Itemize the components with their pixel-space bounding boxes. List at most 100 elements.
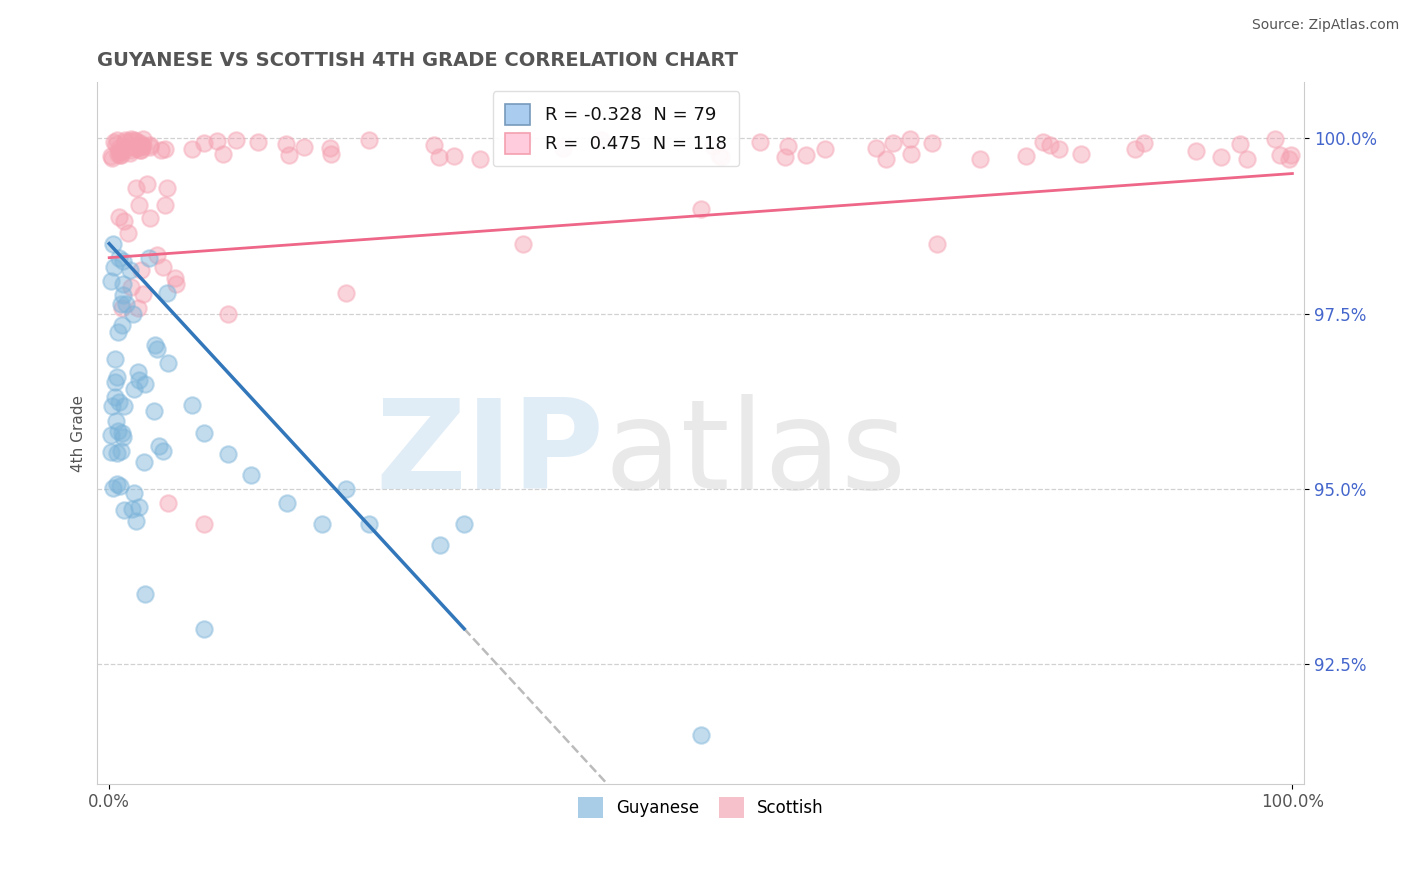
Point <box>107 424 129 438</box>
Point <box>710 150 733 164</box>
Legend: Guyanese, Scottish: Guyanese, Scottish <box>571 791 831 824</box>
Point <box>145 342 167 356</box>
Point <box>129 143 152 157</box>
Point <box>134 587 156 601</box>
Point <box>121 502 143 516</box>
Point <box>118 263 141 277</box>
Point <box>359 517 381 532</box>
Point <box>165 270 187 285</box>
Point <box>117 226 139 240</box>
Point <box>131 263 153 277</box>
Point <box>128 197 150 211</box>
Point <box>114 136 136 150</box>
Point <box>124 141 146 155</box>
Point <box>152 444 174 458</box>
Point <box>111 425 134 440</box>
Point <box>707 148 730 162</box>
Point <box>108 395 131 409</box>
Point <box>181 398 204 412</box>
Point <box>778 138 800 153</box>
Point <box>129 136 152 151</box>
Point <box>134 376 156 391</box>
Point <box>181 142 204 156</box>
Point <box>104 351 127 366</box>
Point <box>110 147 132 161</box>
Point <box>100 274 122 288</box>
Point <box>689 202 711 216</box>
Text: GUYANESE VS SCOTTISH 4TH GRADE CORRELATION CHART: GUYANESE VS SCOTTISH 4TH GRADE CORRELATI… <box>97 51 738 70</box>
Point <box>205 134 228 148</box>
Point <box>129 140 152 154</box>
Point <box>112 253 135 268</box>
Point <box>1278 152 1301 166</box>
Point <box>1123 142 1146 156</box>
Point <box>149 143 172 157</box>
Point <box>1209 150 1232 164</box>
Point <box>131 132 153 146</box>
Point <box>1133 136 1156 150</box>
Point <box>1185 145 1208 159</box>
Point <box>108 252 131 266</box>
Point <box>443 149 465 163</box>
Point <box>689 728 711 742</box>
Point <box>357 133 380 147</box>
Point <box>111 277 134 291</box>
Point <box>131 137 153 152</box>
Point <box>335 482 357 496</box>
Point <box>274 137 297 152</box>
Y-axis label: 4th Grade: 4th Grade <box>72 394 86 472</box>
Point <box>121 307 143 321</box>
Point <box>193 623 215 637</box>
Point <box>138 251 160 265</box>
Point <box>921 136 943 150</box>
Point <box>794 147 817 161</box>
Point <box>319 147 342 161</box>
Point <box>1015 149 1038 163</box>
Point <box>193 425 215 440</box>
Point <box>217 307 239 321</box>
Point <box>124 133 146 147</box>
Point <box>103 237 125 252</box>
Point <box>1236 152 1258 166</box>
Text: atlas: atlas <box>605 393 907 515</box>
Point <box>512 236 534 251</box>
Point <box>125 134 148 148</box>
Point <box>139 140 162 154</box>
Point <box>900 147 922 161</box>
Point <box>125 181 148 195</box>
Point <box>112 503 135 517</box>
Point <box>422 137 444 152</box>
Point <box>132 286 155 301</box>
Point <box>101 481 124 495</box>
Point <box>111 318 134 332</box>
Point <box>120 280 142 294</box>
Point <box>132 138 155 153</box>
Point <box>155 198 177 212</box>
Point <box>1279 147 1302 161</box>
Point <box>247 135 270 149</box>
Point <box>134 455 156 469</box>
Point <box>276 496 298 510</box>
Point <box>104 137 127 152</box>
Point <box>120 143 142 157</box>
Point <box>165 277 187 291</box>
Point <box>112 288 135 302</box>
Point <box>114 133 136 147</box>
Text: Source: ZipAtlas.com: Source: ZipAtlas.com <box>1251 18 1399 32</box>
Point <box>105 476 128 491</box>
Point <box>156 181 179 195</box>
Point <box>193 517 215 532</box>
Point <box>748 135 770 149</box>
Point <box>104 375 127 389</box>
Point <box>108 145 131 160</box>
Point <box>111 430 134 444</box>
Point <box>1229 137 1251 152</box>
Point <box>107 147 129 161</box>
Point <box>128 500 150 515</box>
Point <box>118 146 141 161</box>
Point <box>969 152 991 166</box>
Point <box>153 142 176 156</box>
Text: ZIP: ZIP <box>375 393 605 515</box>
Point <box>212 147 235 161</box>
Point <box>468 153 491 167</box>
